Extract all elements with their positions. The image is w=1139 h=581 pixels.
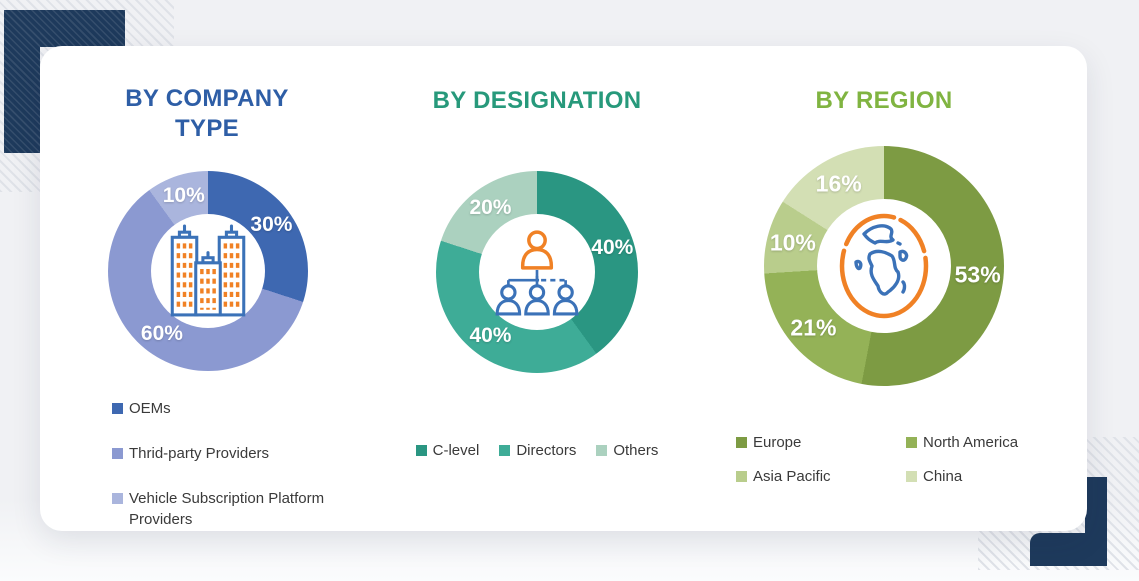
segment-label: 30% [250, 212, 293, 236]
legend-item: C-level [415, 440, 480, 461]
chart-title-designation: BY DESIGNATION [432, 87, 642, 114]
legend-swatch [906, 471, 917, 482]
legend-region: Europe North America Asia Pacific China [736, 432, 1066, 487]
segment-label: 53% [954, 261, 1001, 288]
legend-swatch [736, 471, 747, 482]
legend-label: OEMs [129, 400, 171, 417]
segment-label: 40% [469, 324, 512, 348]
legend-swatch [596, 445, 608, 456]
segment-label: 60% [140, 322, 183, 346]
segment-label: 21% [790, 314, 837, 341]
legend-swatch [415, 445, 427, 456]
segment-label: 16% [815, 170, 862, 197]
corner-navy-bar-bottom [1030, 533, 1107, 566]
legend-item: Europe [736, 432, 906, 453]
legend-label: China [923, 468, 963, 485]
segment-label: 10% [162, 184, 205, 208]
legend-item: OEMs [112, 398, 342, 419]
globe-icon [839, 213, 929, 319]
legend-label: Vehicle Subscription Platform Providers [129, 490, 325, 528]
legend-label: North America [923, 434, 1019, 451]
buildings-icon [170, 224, 246, 317]
legend-designation: C-level Directors Others [397, 440, 677, 461]
donut-chart-designation: 40% 40% 20% [436, 171, 638, 373]
org-chart-icon [495, 230, 579, 316]
corner-navy-bar-left [4, 10, 40, 153]
chart-title-company-type: BY COMPANY TYPE [125, 85, 289, 142]
legend-item: Vehicle Subscription Platform Providers [112, 488, 342, 530]
legend-label: Others [613, 442, 659, 459]
legend-label: Thrid-party Providers [129, 445, 270, 462]
donut-hole [151, 214, 265, 328]
donut-chart-region: 53% 21% 10% 16% [764, 146, 1004, 386]
segment-label: 10% [769, 229, 816, 256]
legend-item: Asia Pacific [736, 466, 906, 487]
donut-hole [479, 214, 595, 330]
legend-label: C-level [432, 442, 480, 459]
legend-swatch [906, 437, 917, 448]
segment-label: 40% [591, 235, 634, 259]
legend-label: Europe [753, 434, 802, 451]
legend-swatch [499, 445, 511, 456]
legend-label: Asia Pacific [753, 468, 831, 485]
legend-item: Directors [499, 440, 576, 461]
legend-item: China [906, 466, 1066, 487]
legend-item: Others [596, 440, 658, 461]
donut-chart-company-type: 30% 60% 10% [108, 171, 308, 371]
legend-swatch [112, 448, 123, 459]
chart-title-region: BY REGION [815, 87, 953, 114]
legend-label: Directors [516, 442, 577, 459]
legend-company-type: OEMs Thrid-party Providers Vehicle Subscri… [112, 398, 342, 530]
legend-swatch [112, 493, 123, 504]
segment-label: 20% [469, 195, 512, 219]
legend-item: Thrid-party Providers [112, 443, 342, 464]
legend-swatch [736, 437, 747, 448]
legend-swatch [112, 403, 123, 414]
legend-item: North America [906, 432, 1066, 453]
donut-hole [817, 199, 951, 333]
